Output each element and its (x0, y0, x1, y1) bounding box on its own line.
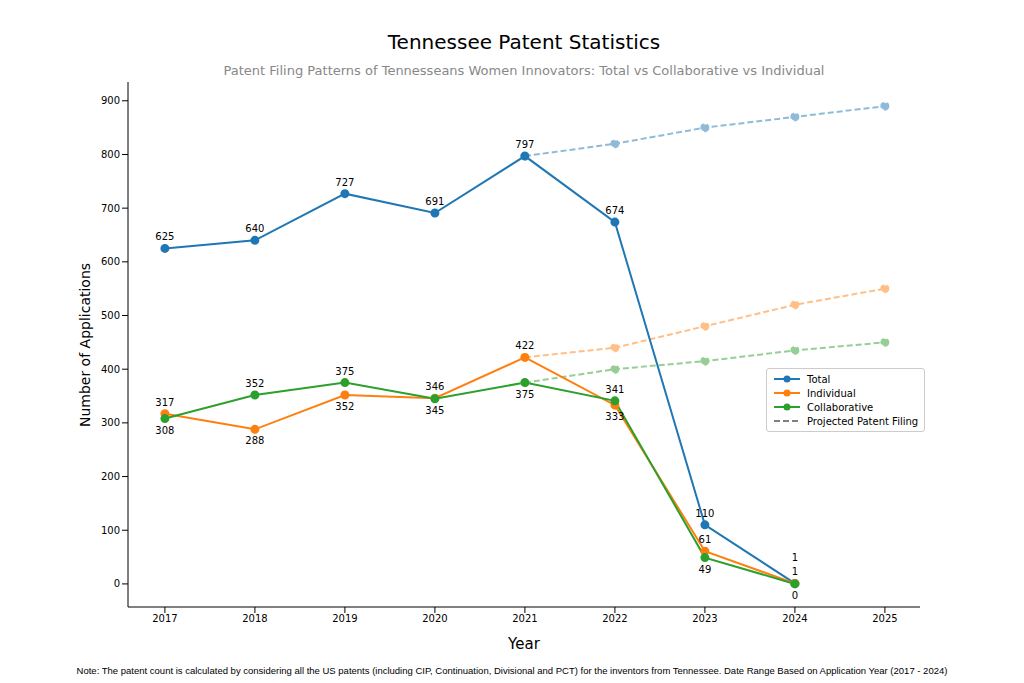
svg-text:49: 49 (699, 564, 712, 575)
svg-text:500: 500 (101, 310, 120, 321)
svg-text:800: 800 (101, 149, 120, 160)
svg-text:600: 600 (101, 256, 120, 267)
html-text:Patent Filing Patterns of Tenn: Patent Filing Patterns of Tennesseans Wo… (223, 63, 825, 78)
svg-text:100: 100 (101, 525, 120, 536)
svg-text:797: 797 (515, 139, 534, 150)
svg-text:375: 375 (515, 389, 534, 400)
svg-text:333: 333 (605, 411, 624, 422)
svg-text:2025: 2025 (872, 613, 897, 624)
svg-text:288: 288 (245, 435, 264, 446)
svg-text:900: 900 (101, 95, 120, 106)
svg-text:375: 375 (335, 366, 354, 377)
svg-text:2023: 2023 (692, 613, 717, 624)
svg-text:110: 110 (695, 508, 714, 519)
svg-text:352: 352 (335, 401, 354, 412)
svg-text:2017: 2017 (152, 613, 177, 624)
svg-text:2022: 2022 (602, 613, 627, 624)
html-text:Number of Applications: Number of Applications (77, 262, 93, 428)
svg-text:700: 700 (101, 203, 120, 214)
svg-text:0: 0 (792, 590, 798, 601)
svg-text:300: 300 (101, 417, 120, 428)
html-text:Year: Year (508, 635, 540, 653)
svg-text:352: 352 (245, 378, 264, 389)
svg-text:200: 200 (101, 471, 120, 482)
svg-text:61: 61 (699, 534, 712, 545)
svg-text:317: 317 (155, 397, 174, 408)
svg-text:2019: 2019 (332, 613, 357, 624)
svg-text:2021: 2021 (512, 613, 537, 624)
svg-text:346: 346 (425, 381, 444, 392)
svg-text:0: 0 (114, 578, 120, 589)
svg-text:691: 691 (425, 196, 444, 207)
svg-text:2024: 2024 (782, 613, 807, 624)
html-text:Individual: Individual (807, 387, 856, 399)
svg-text:341: 341 (605, 384, 624, 395)
html-text:Collaborative: Collaborative (807, 401, 874, 413)
svg-text:422: 422 (515, 340, 534, 351)
svg-text:727: 727 (335, 177, 354, 188)
svg-text:1: 1 (792, 566, 798, 577)
svg-text:1: 1 (792, 552, 798, 563)
svg-text:2020: 2020 (422, 613, 447, 624)
svg-text:625: 625 (155, 231, 174, 242)
html-text:Tennessee Patent Statistics: Tennessee Patent Statistics (387, 30, 661, 54)
html-text:Projected Patent Filing: Projected Patent Filing (807, 415, 919, 427)
svg-text:400: 400 (101, 364, 120, 375)
svg-text:674: 674 (605, 205, 624, 216)
svg-text:2018: 2018 (242, 613, 267, 624)
svg-text:308: 308 (155, 425, 174, 436)
svg-text:345: 345 (425, 405, 444, 416)
svg-text:640: 640 (245, 223, 264, 234)
html-text:Total: Total (807, 373, 831, 385)
html-text:Note: The patent count is calc: Note: The patent count is calculated by … (76, 665, 948, 676)
